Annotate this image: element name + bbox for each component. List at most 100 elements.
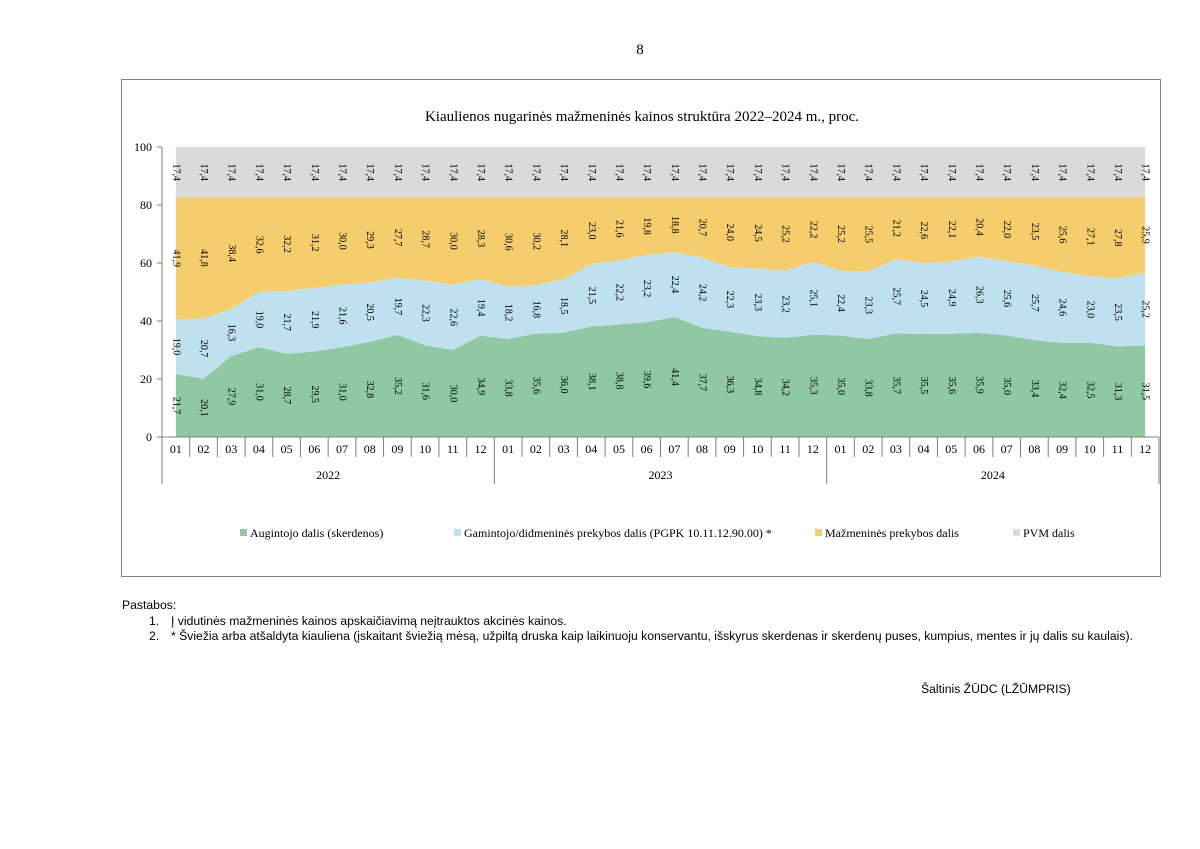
- data-label: 17,4: [835, 163, 846, 181]
- data-label: 21,7: [281, 314, 292, 332]
- data-label: 17,4: [1001, 163, 1012, 181]
- data-label: 32,5: [1084, 381, 1095, 399]
- y-tick-label: 60: [140, 256, 152, 270]
- data-label: 18,2: [503, 304, 514, 322]
- data-label: 20,5: [364, 303, 375, 321]
- data-label: 31,5: [1140, 383, 1151, 401]
- data-label: 17,4: [558, 163, 569, 181]
- area-series-3: [175, 197, 1146, 319]
- data-label: 18,8: [669, 216, 680, 234]
- data-label: 17,4: [807, 163, 818, 181]
- data-label: 21,5: [586, 287, 597, 305]
- data-label: 35,5: [918, 377, 929, 395]
- data-label: 31,3: [1112, 383, 1123, 401]
- data-label: 23,2: [780, 295, 791, 313]
- data-label: 24,2: [697, 284, 708, 302]
- data-label: 17,4: [475, 163, 486, 181]
- data-label: 27,1: [1084, 228, 1095, 246]
- data-label: 27,9: [226, 388, 237, 406]
- data-label: 21,9: [309, 311, 320, 329]
- x-tick-label: 09: [391, 442, 403, 456]
- x-tick-label: 03: [558, 442, 570, 456]
- data-label: 35,9: [973, 376, 984, 394]
- page-number: 8: [636, 42, 644, 58]
- data-label: 22,6: [447, 308, 458, 326]
- data-label: 33,8: [503, 379, 514, 397]
- data-label: 22,2: [613, 284, 624, 302]
- data-label: 20,1: [198, 399, 209, 417]
- data-label: 17,4: [1084, 163, 1095, 181]
- data-label: 20,7: [697, 219, 708, 237]
- data-label: 30,0: [337, 232, 348, 250]
- year-group-label: 2024: [981, 468, 1005, 482]
- notes: Pastabos: 1. Į vidutinės mažmeninės kain…: [122, 598, 1162, 645]
- data-label: 25,7: [890, 287, 901, 305]
- data-label: 27,8: [1112, 229, 1123, 247]
- data-label: 29,5: [309, 385, 320, 403]
- x-tick-label: 07: [336, 442, 348, 456]
- x-tick-label: 06: [641, 442, 653, 456]
- data-label: 34,8: [752, 378, 763, 396]
- data-label: 17,4: [392, 163, 403, 181]
- y-tick-label: 40: [140, 314, 152, 328]
- x-tick-label: 12: [807, 442, 819, 456]
- x-tick-label: 09: [724, 442, 736, 456]
- x-tick-label: 08: [1028, 442, 1040, 456]
- data-label: 17,4: [337, 163, 348, 181]
- data-label: 21,7: [170, 397, 181, 415]
- data-label: 19,8: [641, 217, 652, 235]
- data-label: 22,0: [1001, 221, 1012, 239]
- data-label: 35,3: [807, 377, 818, 395]
- data-label: 17,4: [641, 163, 652, 181]
- data-label: 19,7: [392, 298, 403, 316]
- data-label: 17,4: [586, 163, 597, 181]
- data-label: 29,3: [364, 231, 375, 249]
- x-tick-label: 11: [447, 442, 459, 456]
- data-label: 32,8: [364, 381, 375, 399]
- x-tick-label: 07: [668, 442, 680, 456]
- x-tick-label: 08: [364, 442, 376, 456]
- data-label: 34,9: [475, 378, 486, 396]
- chart-frame: Kiaulienos nugarinės mažmeninės kainos s…: [121, 79, 1161, 577]
- x-tick-label: 10: [419, 442, 431, 456]
- x-tick-label: 10: [1084, 442, 1096, 456]
- data-label: 25,7: [1029, 294, 1040, 312]
- data-label: 17,4: [669, 163, 680, 181]
- legend-label: Gamintojo/didmeninės prekybos dalis (PGP…: [464, 526, 772, 540]
- data-label: 17,4: [863, 163, 874, 181]
- y-tick-label: 100: [134, 140, 152, 154]
- data-label: 17,4: [447, 163, 458, 181]
- legend-label: Augintojo dalis (skerdenos): [250, 526, 383, 540]
- data-label: 23,2: [641, 280, 652, 298]
- data-label: 39,6: [641, 371, 652, 389]
- data-label: 23,5: [1112, 303, 1123, 321]
- y-tick-label: 80: [140, 198, 152, 212]
- data-label: 17,4: [170, 163, 181, 181]
- area-series-4: [175, 147, 1146, 198]
- data-label: 36,0: [558, 376, 569, 394]
- data-label: 17,4: [503, 163, 514, 181]
- x-tick-label: 06: [308, 442, 320, 456]
- legend-label: Mažmeninės prekybos dalis: [825, 526, 959, 540]
- data-label: 17,4: [613, 163, 624, 181]
- x-tick-label: 03: [225, 442, 237, 456]
- data-label: 17,4: [281, 163, 292, 181]
- data-label: 22,4: [835, 294, 846, 312]
- x-tick-label: 12: [1139, 442, 1151, 456]
- data-label: 22,4: [669, 276, 680, 294]
- data-label: 17,4: [1112, 163, 1123, 181]
- x-tick-label: 08: [696, 442, 708, 456]
- notes-title: Pastabos:: [122, 598, 177, 612]
- data-label: 19,0: [170, 338, 181, 356]
- y-tick-label: 20: [140, 372, 152, 386]
- data-label: 24,5: [918, 290, 929, 308]
- chart-title: Kiaulienos nugarinės mažmeninės kainos s…: [425, 109, 859, 125]
- data-label: 17,4: [724, 163, 735, 181]
- data-label: 22,3: [724, 291, 735, 309]
- data-label: 25,2: [835, 225, 846, 243]
- note-item: 1. Į vidutinės mažmeninės kainos apskaič…: [122, 614, 1162, 630]
- data-label: 41,4: [669, 368, 680, 386]
- data-label: 22,6: [918, 221, 929, 239]
- data-label: 17,4: [364, 163, 375, 181]
- data-label: 17,4: [530, 163, 541, 181]
